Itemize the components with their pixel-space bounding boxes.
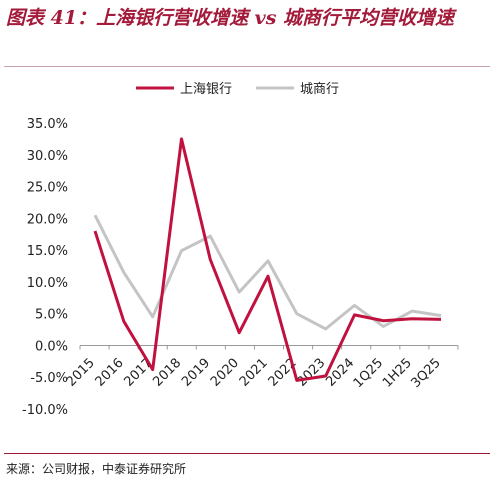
- figure-title-text: 上海银行营收增速 vs 城商行平均营收增速: [96, 7, 455, 29]
- x-tick-label: 2023: [294, 356, 328, 390]
- legend-label: 城商行: [300, 82, 339, 97]
- x-tick-label: 2016: [93, 356, 127, 390]
- x-tick-label: 1Q25: [351, 356, 386, 391]
- y-tick-label: 10.0%: [27, 276, 68, 291]
- x-tick-label: 3Q25: [408, 356, 443, 391]
- chart-svg: 35.0% 30.0% 25.0% 20.0% 15.0% 10.0% 5.0% 0.0% -5…: [22, 82, 459, 418]
- y-tick-label: 0.0%: [35, 339, 68, 354]
- x-tick-label: 1H25: [380, 356, 415, 391]
- x-tick-label: 2018: [150, 356, 184, 390]
- y-tick-label: 25.0%: [27, 181, 68, 196]
- series-line-city-banks: [93, 214, 442, 331]
- x-tick-label: 2017: [121, 356, 155, 390]
- figure-title: 图表 41：上海银行营收增速 vs 城商行平均营收增速: [6, 4, 488, 33]
- figure-number: 图表 41：: [6, 7, 97, 29]
- y-tick-label: 35.0%: [27, 117, 68, 132]
- y-tick-label: 20.0%: [27, 212, 68, 227]
- x-tick-label: 2021: [237, 356, 271, 390]
- legend-label: 上海银行: [180, 82, 232, 97]
- source-note: 来源：公司财报，中泰证券研究所: [6, 462, 187, 476]
- y-tick-label: -5.0%: [30, 371, 68, 386]
- x-tick-label: 2020: [208, 356, 242, 390]
- chart: 35.0% 30.0% 25.0% 20.0% 15.0% 10.0% 5.0% 0.0% -5…: [0, 70, 493, 420]
- x-tick-label: 2015: [64, 356, 98, 390]
- y-tick-label: 15.0%: [27, 244, 68, 259]
- title-divider: [4, 66, 490, 67]
- source-divider: [4, 453, 490, 454]
- y-tick-label: 5.0%: [35, 308, 68, 323]
- y-tick-label: -10.0%: [22, 403, 68, 418]
- y-tick-label: 30.0%: [27, 149, 68, 164]
- series-line-shanghai-bank: [93, 137, 442, 382]
- x-tick-label: 2019: [179, 356, 213, 390]
